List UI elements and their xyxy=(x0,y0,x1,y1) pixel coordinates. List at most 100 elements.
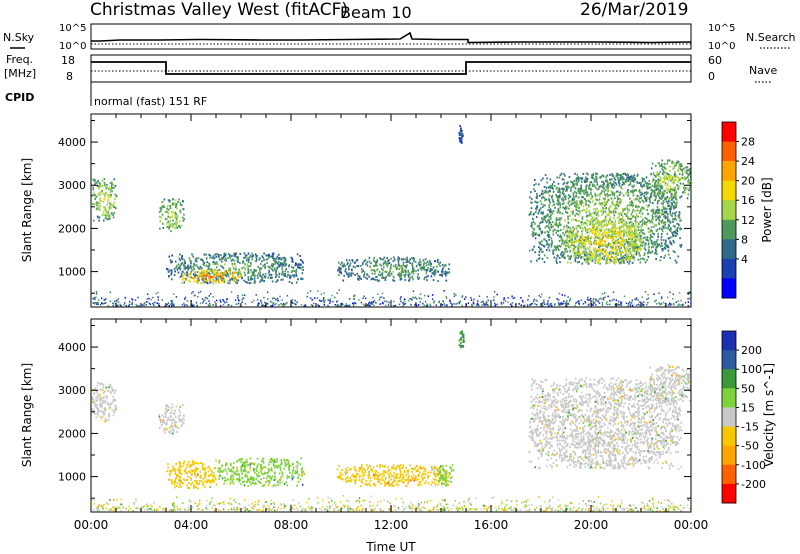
power-cell xyxy=(619,198,621,201)
power-cell xyxy=(581,216,584,219)
power-cell xyxy=(568,256,571,259)
power-ground-cell xyxy=(230,304,233,307)
power-cell xyxy=(244,274,246,277)
power-cell xyxy=(625,231,627,234)
power-cell xyxy=(295,274,298,277)
power-cell xyxy=(295,273,298,276)
power-cell xyxy=(577,244,580,247)
power-cell xyxy=(636,206,638,209)
power-cell xyxy=(423,267,425,270)
power-cell xyxy=(609,228,611,231)
power-ground-cell xyxy=(224,301,226,304)
power-cell xyxy=(241,277,243,280)
power-ground-cell xyxy=(377,293,379,295)
power-cell xyxy=(283,262,285,265)
power-cell xyxy=(577,189,579,192)
power-ground-cell xyxy=(202,301,204,304)
power-cell xyxy=(192,273,195,276)
power-cell xyxy=(553,180,555,183)
power-cell xyxy=(566,228,568,231)
power-cell xyxy=(176,207,178,210)
freq-panel: Freq. [MHz] 18 8 60 0 Nave xyxy=(4,53,777,83)
power-cell xyxy=(531,226,533,229)
power-cell xyxy=(548,223,550,226)
power-cell xyxy=(678,214,681,216)
power-cell xyxy=(278,265,280,268)
power-cell xyxy=(630,176,633,179)
power-cell xyxy=(624,172,626,175)
power-cell xyxy=(407,274,409,276)
power-cell xyxy=(660,197,662,200)
power-cell xyxy=(301,272,304,275)
power-ground-cell xyxy=(678,303,680,306)
power-cell xyxy=(656,245,659,248)
power-cell xyxy=(576,232,578,234)
power-cell xyxy=(209,280,211,282)
power-ground-cell xyxy=(358,299,360,301)
power-cell xyxy=(178,266,181,269)
power-cell xyxy=(398,264,401,267)
power-cell xyxy=(110,185,113,188)
power-cell xyxy=(617,205,620,208)
power-cell xyxy=(447,268,450,270)
power-cell xyxy=(197,257,200,260)
power-cell xyxy=(550,226,552,229)
power-cell xyxy=(362,262,364,265)
power-cell xyxy=(620,212,622,215)
power-cell xyxy=(558,194,561,197)
power-cell xyxy=(610,260,612,263)
power-cell xyxy=(547,236,550,238)
power-cell xyxy=(227,256,229,259)
power-cell xyxy=(616,252,618,255)
power-cell xyxy=(615,227,617,230)
power-cell xyxy=(655,164,657,167)
power-cell xyxy=(386,265,389,268)
power-cell xyxy=(582,227,584,230)
power-cell xyxy=(573,184,575,187)
power-cell xyxy=(216,253,218,256)
power-cell xyxy=(588,234,590,237)
power-cell xyxy=(590,235,593,238)
power-cell xyxy=(159,206,162,209)
power-cell xyxy=(183,218,186,221)
power-cell xyxy=(634,235,637,238)
power-cell xyxy=(552,228,555,231)
power-ground-cell xyxy=(433,302,435,304)
power-cell xyxy=(248,259,250,262)
power-cell xyxy=(558,249,560,251)
power-cell xyxy=(224,263,226,266)
power-cell xyxy=(593,226,595,229)
power-cell xyxy=(217,274,219,277)
power-cell xyxy=(199,267,201,270)
power-cell xyxy=(281,262,283,265)
power-cell xyxy=(608,222,610,225)
power-ground-cell xyxy=(414,304,416,306)
power-cell xyxy=(223,258,226,261)
power-cell xyxy=(632,237,635,239)
power-cell xyxy=(652,179,655,182)
power-ground-cell xyxy=(547,299,549,302)
power-ground-cell xyxy=(520,304,522,306)
power-cell xyxy=(170,272,173,275)
power-ground-cell xyxy=(438,301,440,304)
power-cell xyxy=(212,255,215,258)
power-cell xyxy=(170,261,172,264)
power-cell xyxy=(94,193,96,196)
power-cell xyxy=(641,220,643,223)
power-cell xyxy=(187,275,189,278)
power-cell xyxy=(657,173,659,176)
power-cell xyxy=(602,226,604,229)
power-cell xyxy=(338,266,340,269)
power-cell xyxy=(238,268,240,271)
power-cell xyxy=(650,172,652,175)
power-cell xyxy=(226,272,228,275)
power-cell xyxy=(549,185,552,188)
power-cell xyxy=(389,267,392,270)
power-cell xyxy=(620,244,623,247)
power-cell xyxy=(632,194,635,197)
power-cell xyxy=(668,219,671,222)
power-cell xyxy=(623,243,626,246)
power-cell xyxy=(628,232,630,235)
power-cell xyxy=(610,178,613,181)
power-cell xyxy=(382,258,384,261)
